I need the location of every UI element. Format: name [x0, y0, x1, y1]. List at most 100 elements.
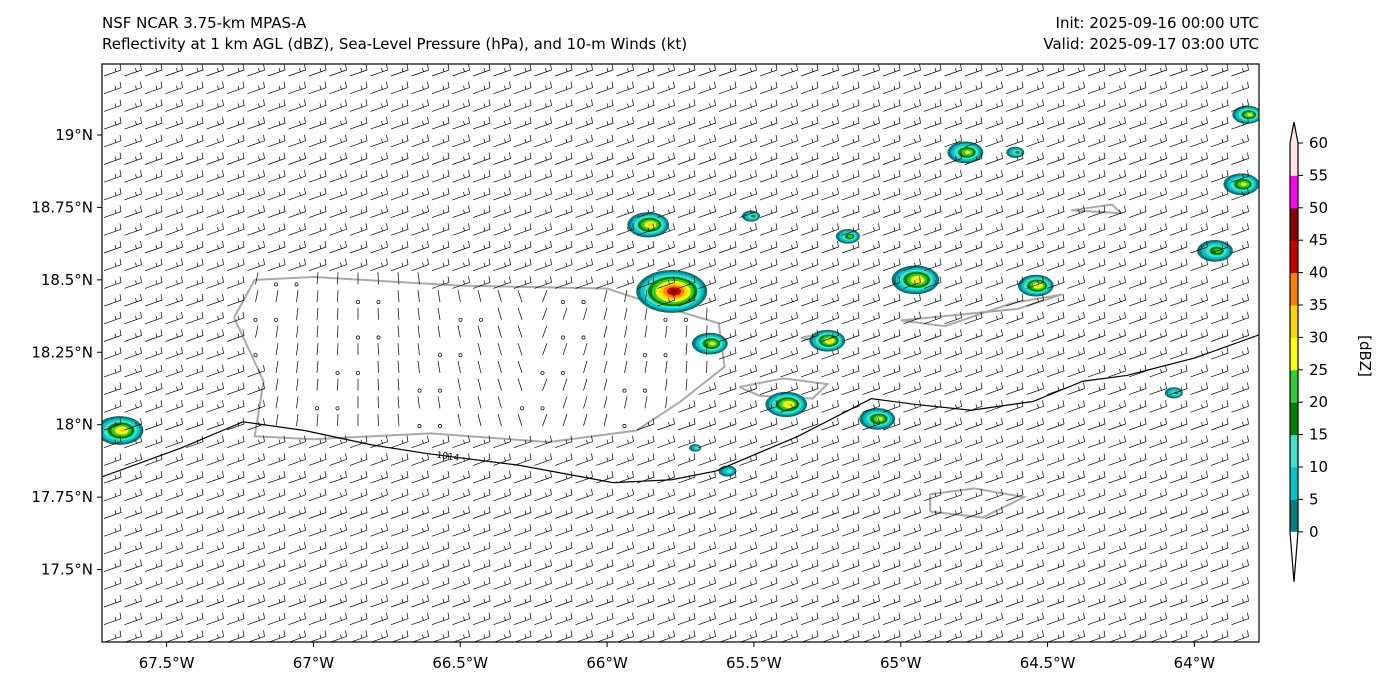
wind-barb [718, 400, 737, 413]
wind-barb [636, 453, 655, 466]
wind-barb [616, 152, 634, 165]
wind-barb [800, 417, 819, 431]
wind-barb [1169, 223, 1188, 236]
wind-barb [329, 117, 347, 130]
wind-barb [944, 559, 962, 572]
wind-barb [185, 294, 204, 307]
wind-barb [226, 577, 245, 590]
wind-barb [288, 240, 306, 254]
wind-barb [964, 471, 983, 484]
wind-barb [103, 559, 122, 572]
wind-barb [636, 506, 655, 519]
wind-barb [1067, 187, 1085, 201]
wind-barb [1169, 170, 1188, 183]
wind-barb [841, 594, 860, 608]
wind-barb [1067, 81, 1085, 95]
wind-barb [821, 240, 839, 254]
wind-barb [944, 347, 962, 360]
wind-barb [1169, 506, 1188, 519]
wind-barb [144, 294, 163, 307]
wind-barb [316, 413, 319, 427]
wind-barb [780, 453, 798, 466]
wind-barb [923, 541, 942, 555]
wind-barb [165, 400, 183, 413]
wind-barb [1149, 559, 1167, 572]
wind-barb [457, 325, 461, 338]
wind-barb [677, 117, 696, 130]
colorbar-segment [1290, 402, 1298, 436]
wind-barb [513, 117, 532, 130]
wind-barb [562, 343, 568, 356]
wind-barb [903, 311, 921, 325]
wind-barb [1210, 506, 1229, 519]
wind-barb [103, 594, 122, 608]
wind-barb [944, 453, 962, 466]
wind-barb [103, 258, 122, 272]
wind-barb [575, 187, 593, 201]
colorbar-extend-max [1290, 122, 1298, 143]
wind-barb [124, 81, 142, 95]
wind-barb [165, 612, 183, 626]
wind-barb [534, 524, 552, 537]
wind-barb [124, 524, 142, 537]
wind-barb [206, 417, 224, 431]
wind-barb [923, 311, 942, 325]
colorbar-tick-label: 40 [1309, 264, 1328, 282]
wind-barb [1067, 276, 1085, 289]
wind-barb [1169, 152, 1188, 165]
wind-barb [1087, 347, 1106, 360]
wind-barb [603, 307, 608, 320]
wind-barb [377, 413, 379, 427]
reflectivity-contour [785, 402, 792, 407]
wind-barb [718, 594, 737, 608]
wind-barb [759, 294, 778, 307]
wind-barb [1231, 134, 1249, 148]
wind-barb [1128, 453, 1147, 466]
wind-barb [698, 400, 716, 413]
colorbar-tick-label: 55 [1309, 166, 1328, 184]
wind-barb [1108, 187, 1126, 201]
wind-barb [595, 170, 614, 183]
wind-barb [595, 187, 614, 201]
wind-barb [288, 99, 306, 112]
wind-barb [411, 612, 429, 626]
wind-barb [821, 400, 839, 413]
wind-barb [575, 223, 593, 236]
wind-barb [1026, 488, 1044, 502]
wind-barb [636, 117, 655, 130]
wind-barb [391, 630, 409, 642]
wind-barb [759, 99, 778, 112]
wind-barb [1231, 612, 1249, 626]
wind-barb [685, 378, 688, 391]
wind-barb [985, 240, 1003, 254]
wind-barb [124, 134, 142, 148]
wind-barb [1108, 577, 1126, 590]
wind-barb [513, 205, 532, 218]
wind-barb [144, 471, 163, 484]
wind-barb [370, 99, 388, 112]
wind-barb [144, 170, 163, 183]
wind-barb [288, 630, 306, 642]
wind-barb [308, 258, 327, 272]
wind-barb [1190, 205, 1208, 218]
wind-barb [1087, 471, 1106, 484]
wind-barb [185, 453, 204, 466]
wind-barb [1169, 541, 1188, 555]
wind-barb [124, 630, 142, 642]
wind-barb [472, 435, 491, 449]
wind-barb [431, 559, 450, 572]
calm-wind-circle [356, 370, 360, 375]
wind-barb [800, 382, 819, 395]
wind-barb [1087, 400, 1106, 413]
wind-barb [964, 382, 983, 395]
reflectivity-contour [670, 289, 678, 294]
x-tick-label: 66.5°W [432, 654, 488, 672]
wind-barb [1067, 630, 1085, 642]
wind-barb [1067, 364, 1085, 378]
wind-barb [431, 81, 450, 95]
wind-barb [124, 594, 142, 608]
wind-barb [616, 81, 634, 95]
wind-barb [288, 258, 306, 272]
wind-barb [329, 152, 347, 165]
